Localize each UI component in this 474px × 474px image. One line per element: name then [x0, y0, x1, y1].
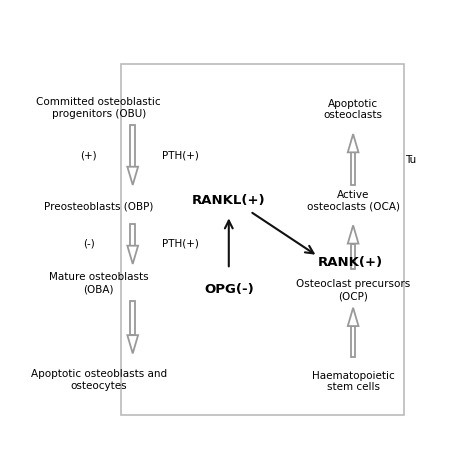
Polygon shape: [128, 167, 138, 185]
Text: Apoptotic osteoblasts and
osteocytes: Apoptotic osteoblasts and osteocytes: [31, 369, 167, 391]
Bar: [351, 152, 356, 185]
Text: Apoptotic
osteoclasts: Apoptotic osteoclasts: [324, 99, 383, 120]
Text: PTH(+): PTH(+): [163, 238, 199, 248]
Text: Mature osteoblasts
(OBA): Mature osteoblasts (OBA): [49, 273, 149, 294]
Bar: [351, 244, 356, 269]
Polygon shape: [348, 134, 358, 152]
Text: Active
osteoclasts (OCA): Active osteoclasts (OCA): [307, 190, 400, 211]
FancyBboxPatch shape: [121, 64, 404, 415]
Text: Committed osteoblastic
progenitors (OBU): Committed osteoblastic progenitors (OBU): [36, 97, 161, 118]
Text: OPG(-): OPG(-): [204, 283, 254, 296]
Polygon shape: [348, 308, 358, 326]
Text: RANKL(+): RANKL(+): [192, 194, 265, 207]
Bar: [130, 301, 135, 335]
Polygon shape: [348, 225, 358, 244]
Polygon shape: [128, 335, 138, 354]
Text: PTH(+): PTH(+): [163, 150, 199, 160]
Polygon shape: [128, 246, 138, 264]
Text: Haematopoietic
stem cells: Haematopoietic stem cells: [312, 371, 394, 392]
Text: Tu: Tu: [405, 155, 417, 165]
Text: Preosteoblasts (OBP): Preosteoblasts (OBP): [44, 201, 154, 211]
Text: (+): (+): [81, 150, 97, 160]
Text: Osteoclast precursors
(OCP): Osteoclast precursors (OCP): [296, 280, 410, 301]
Text: (-): (-): [83, 238, 95, 248]
Bar: [130, 224, 135, 246]
Bar: [351, 326, 356, 357]
Bar: [130, 125, 135, 167]
Text: RANK(+): RANK(+): [318, 255, 383, 269]
